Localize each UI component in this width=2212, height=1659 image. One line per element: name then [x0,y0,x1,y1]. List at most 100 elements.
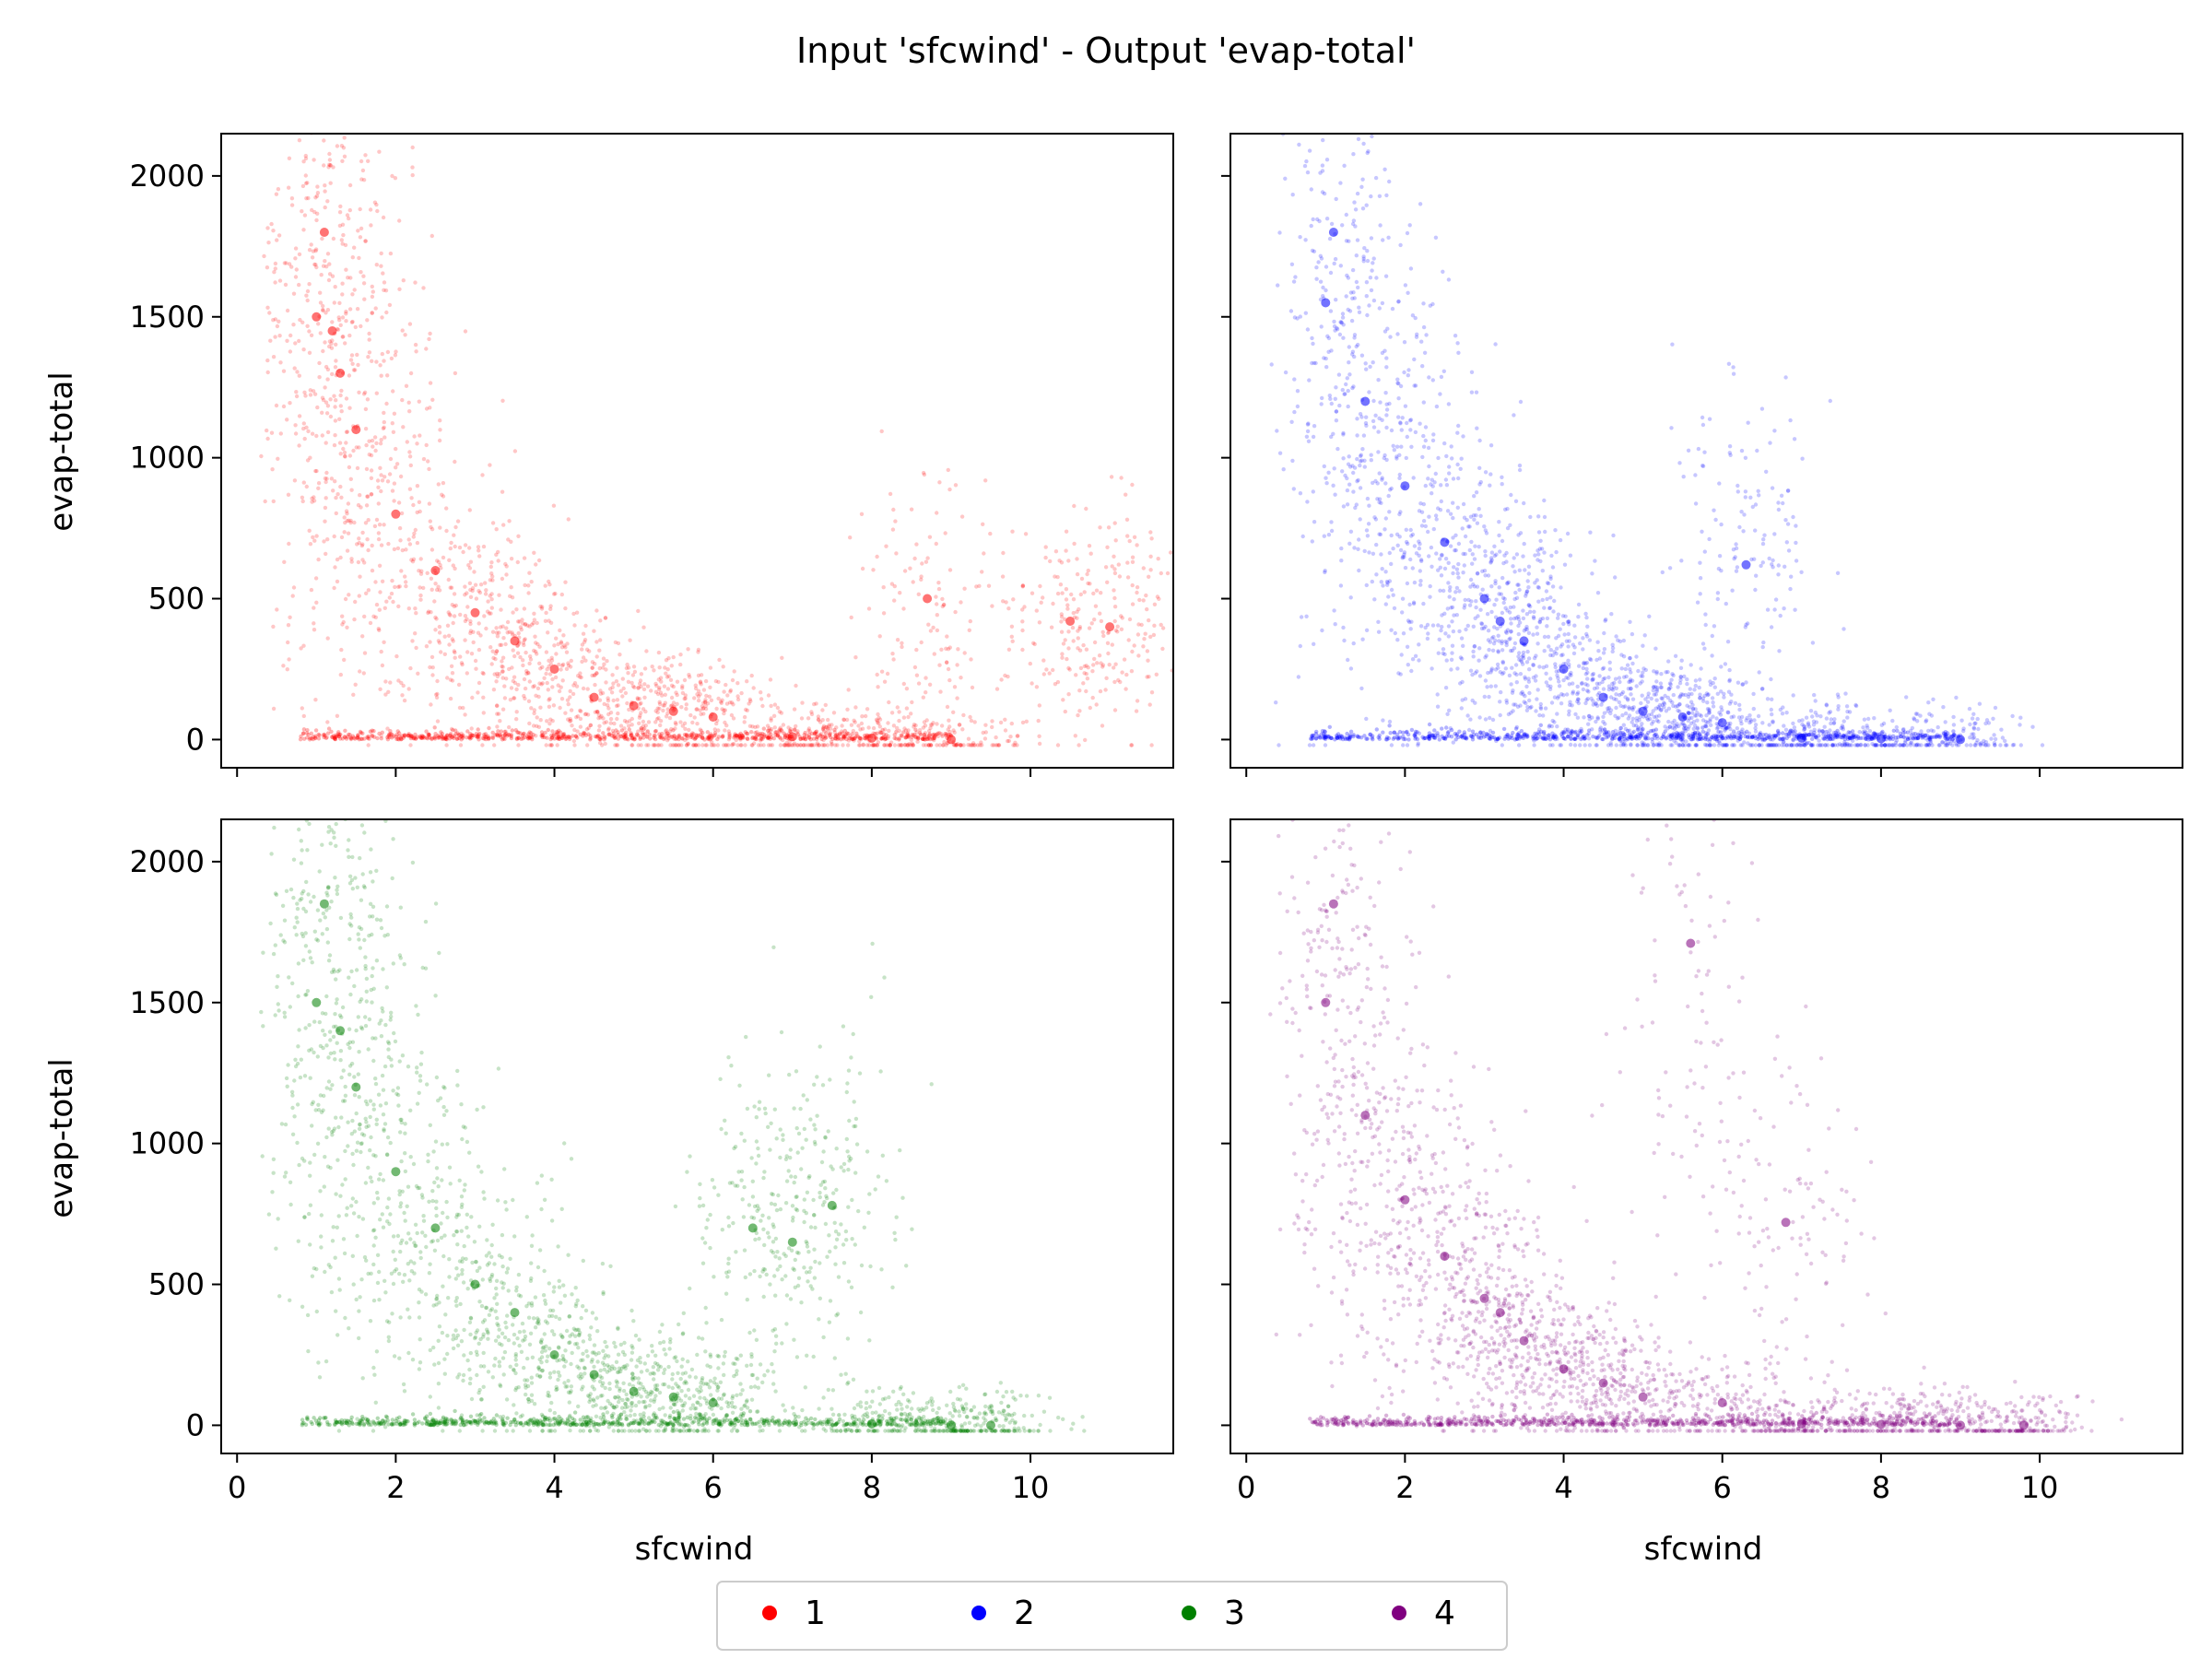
density-dot-series-1 [1059,615,1065,619]
density-dot-series-1 [265,226,270,230]
density-dot-series-1 [606,696,610,700]
density-dot-series-1 [1061,698,1065,702]
density-dot-series-1 [484,736,488,742]
density-dot-series-2 [1489,558,1494,562]
density-dot-series-2 [1711,704,1716,709]
density-dot-series-1 [547,582,552,587]
density-dot-series-1 [344,312,348,316]
density-dot-series-1 [311,249,316,253]
density-dot-series-1 [785,743,791,747]
density-dot-series-2 [1727,701,1733,706]
density-dot-series-2 [1866,737,1871,742]
density-dot-series-2 [1568,553,1573,558]
density-dot-series-1 [300,706,304,711]
density-dot-series-1 [503,641,508,647]
density-dot-series-1 [627,724,631,728]
density-dot-series-1 [302,213,308,218]
density-dot-series-2 [1723,725,1728,730]
density-dot-series-1 [344,736,349,741]
density-dot-series-1 [798,736,803,742]
density-dot-series-1 [345,735,350,739]
density-dot-series-1 [672,734,677,739]
density-dot-series-1 [624,665,629,671]
density-dot-series-2 [1519,658,1524,663]
density-dot-series-2 [1438,557,1442,561]
density-dot-series-2 [1548,648,1554,653]
density-dot-series-1 [902,743,908,747]
density-dot-series-2 [1506,712,1512,717]
density-dot-series-1 [467,566,473,571]
density-dot-series-1 [1090,669,1095,674]
density-dot-series-2 [1735,738,1740,743]
density-dot-series-2 [1583,672,1589,677]
density-dot-series-1 [539,730,545,735]
density-dot-series-1 [826,717,830,723]
density-dot-series-2 [1412,357,1417,362]
density-dot-series-1 [370,733,374,737]
density-dot-series-1 [637,715,642,720]
density-dot-series-1 [955,742,960,747]
density-dot-series-2 [1894,738,1900,743]
density-dot-series-1 [1098,525,1102,530]
density-dot-series-1 [604,720,609,724]
density-dot-series-1 [318,290,323,295]
density-dot-series-1 [376,536,382,542]
density-dot-series-1 [922,732,927,737]
density-dot-series-2 [1706,692,1711,697]
density-dot-series-1 [329,729,334,734]
density-dot-series-1 [848,734,853,738]
density-dot-series-1 [554,732,559,736]
density-dot-series-1 [436,482,441,487]
density-dot-series-1 [342,735,347,739]
density-dot-series-1 [345,518,349,524]
density-dot-series-2 [1659,685,1665,689]
density-dot-series-1 [379,373,383,378]
density-dot-series-2 [1847,743,1853,747]
density-dot-series-1 [929,735,934,739]
density-dot-series-1 [830,741,834,747]
density-dot-series-1 [291,585,297,590]
density-dot-series-1 [1081,642,1086,648]
density-dot-series-2 [1731,365,1735,370]
density-dot-series-1 [558,730,563,735]
density-dot-series-1 [737,733,742,737]
density-dot-series-1 [531,733,535,737]
density-dot-series-1 [1156,557,1160,561]
density-dot-series-2 [1354,344,1359,349]
density-dot-series-2 [1784,743,1789,747]
density-dot-series-2 [1841,719,1846,724]
density-dot-series-2 [1457,589,1462,594]
density-dot-series-2 [1398,510,1403,514]
density-dot-series-2 [1914,743,1919,747]
density-dot-series-2 [1561,662,1566,666]
density-dot-series-2 [1845,715,1850,720]
density-dot-series-2 [1466,727,1472,733]
density-dot-series-2 [1639,728,1644,733]
density-dot-series-1 [1112,618,1117,624]
density-dot-series-1 [450,671,455,676]
density-dot-series-2 [1512,616,1517,621]
density-dot-series-1 [418,735,423,740]
density-dot-series-2 [1623,695,1628,700]
density-dot-series-2 [1550,743,1555,747]
density-dot-series-1 [859,721,865,726]
density-dot-series-1 [531,685,535,689]
density-dot-series-2 [1346,307,1350,312]
density-dot-series-2 [1347,454,1351,459]
density-dot-series-1 [713,678,719,684]
density-dot-series-1 [598,691,604,696]
density-dot-series-1 [658,723,663,728]
density-dot-series-2 [1668,682,1674,687]
density-dot-series-1 [1129,743,1134,747]
density-dot-series-1 [750,724,755,729]
density-dot-series-1 [273,261,278,266]
density-dot-series-1 [1077,626,1082,631]
density-dot-series-1 [535,620,539,626]
density-dot-series-2 [1606,684,1612,688]
density-dot-series-1 [316,732,321,737]
density-dot-series-1 [629,701,634,707]
density-dot-series-1 [325,720,330,724]
density-dot-series-1 [775,705,781,711]
density-dot-series-2 [1597,690,1602,696]
density-dot-series-1 [902,569,908,573]
